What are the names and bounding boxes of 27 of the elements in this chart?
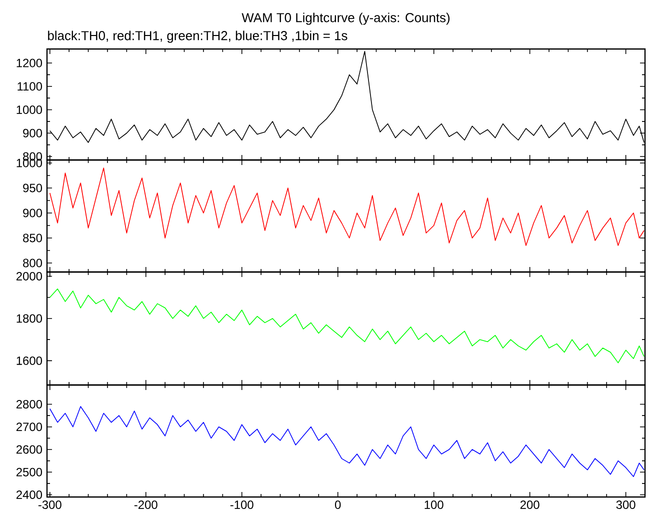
x-tick-label: 300 xyxy=(616,500,636,509)
x-tick-label: -300 xyxy=(38,500,62,509)
y-tick-label: 1000 xyxy=(16,158,42,168)
y-tick-label: 800 xyxy=(23,152,42,161)
chart-title: WAM T0 Lightcurve (y-axis: Counts) xyxy=(242,12,450,25)
chart-subtitle: black:TH0, red:TH1, green:TH2, blue:TH3 ,1bin = 1s xyxy=(48,30,348,43)
y-tick-label: 1000 xyxy=(16,106,42,114)
y-tick-label: 800 xyxy=(23,258,42,268)
x-tick-label: 100 xyxy=(424,500,444,509)
y-tick-label: 1600 xyxy=(16,356,42,365)
x-tick-label: -100 xyxy=(230,500,254,509)
y-tick-label: 2500 xyxy=(16,468,42,476)
y-tick-label: 2400 xyxy=(16,490,42,499)
y-tick-label: 1800 xyxy=(16,314,42,323)
y-tick-label: 850 xyxy=(23,234,42,242)
x-tick-label: 200 xyxy=(520,500,540,509)
y-tick-label: 950 xyxy=(23,184,42,192)
y-tick-label: 900 xyxy=(23,208,42,218)
y-tick-label: 2600 xyxy=(16,445,42,454)
y-tick-label: 2700 xyxy=(16,422,42,432)
x-tick-label: -200 xyxy=(134,500,158,509)
y-tick-label: 2800 xyxy=(16,400,42,408)
x-tick-label: 0 xyxy=(334,500,341,509)
y-tick-label: 900 xyxy=(23,128,42,138)
y-tick-label: 2000 xyxy=(16,272,42,280)
y-tick-label: 1100 xyxy=(18,82,42,91)
y-tick-label: 1200 xyxy=(16,58,42,68)
